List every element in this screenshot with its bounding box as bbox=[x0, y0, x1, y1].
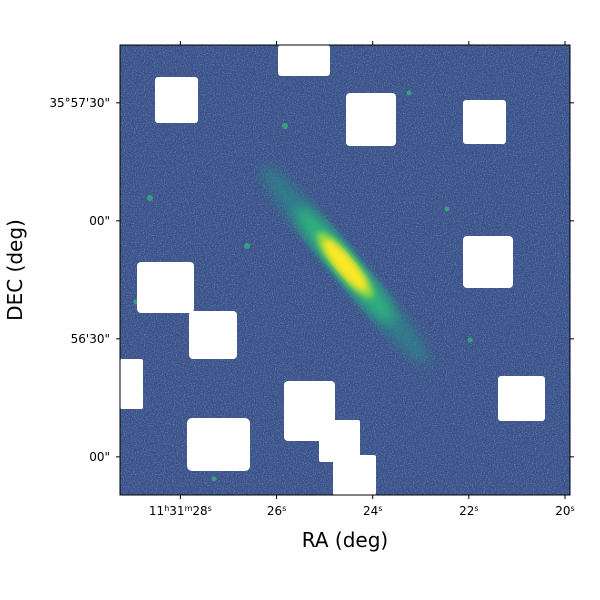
x-tick-label: 20s bbox=[555, 504, 574, 519]
x-tick-label: 24s bbox=[363, 504, 382, 519]
y-tick-label: 35°57'30" bbox=[49, 96, 110, 110]
frame bbox=[119, 44, 571, 496]
y-tick-label: 56'30" bbox=[71, 332, 110, 346]
x-axis-label: RA (deg) bbox=[302, 528, 388, 552]
stars bbox=[133, 90, 473, 482]
y-tick-label: 00" bbox=[89, 214, 110, 228]
masks bbox=[120, 45, 545, 495]
sky-image bbox=[120, 45, 570, 495]
x-tick-label: 11h31m28s bbox=[149, 504, 212, 519]
galaxy bbox=[260, 164, 430, 366]
x-tick-label: 22s bbox=[459, 504, 478, 519]
y-tick-label: 00" bbox=[89, 450, 110, 464]
x-tick-label: 26s bbox=[267, 504, 286, 519]
y-axis-label: DEC (deg) bbox=[3, 219, 27, 321]
